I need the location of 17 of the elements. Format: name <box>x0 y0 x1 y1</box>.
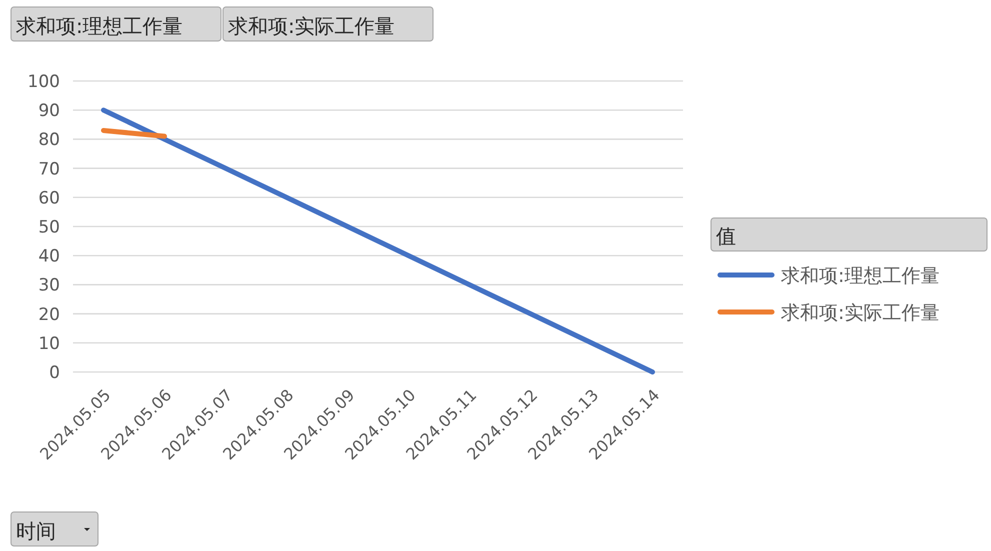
y-tick-label: 90 <box>38 101 60 122</box>
y-tick-label: 0 <box>49 363 60 383</box>
legend-label: 求和项:实际工作量 <box>781 302 940 324</box>
y-tick-label: 40 <box>38 246 60 267</box>
text: 求和项:实际工作量 <box>228 14 395 38</box>
y-tick-label: 10 <box>38 334 60 354</box>
y-tick-label: 100 <box>28 72 60 92</box>
y-tick-label: 80 <box>38 130 60 150</box>
y-tick-label: 60 <box>38 188 60 208</box>
legend-label: 求和项:理想工作量 <box>781 265 940 287</box>
y-tick-label: 30 <box>38 276 60 296</box>
legend-title: 值 <box>716 224 736 248</box>
y-tick-label: 50 <box>38 218 60 238</box>
y-tick-label: 20 <box>38 304 60 325</box>
text: 时间 <box>16 519 56 543</box>
y-tick-label: 70 <box>38 159 60 180</box>
text: 求和项:理想工作量 <box>16 14 183 38</box>
